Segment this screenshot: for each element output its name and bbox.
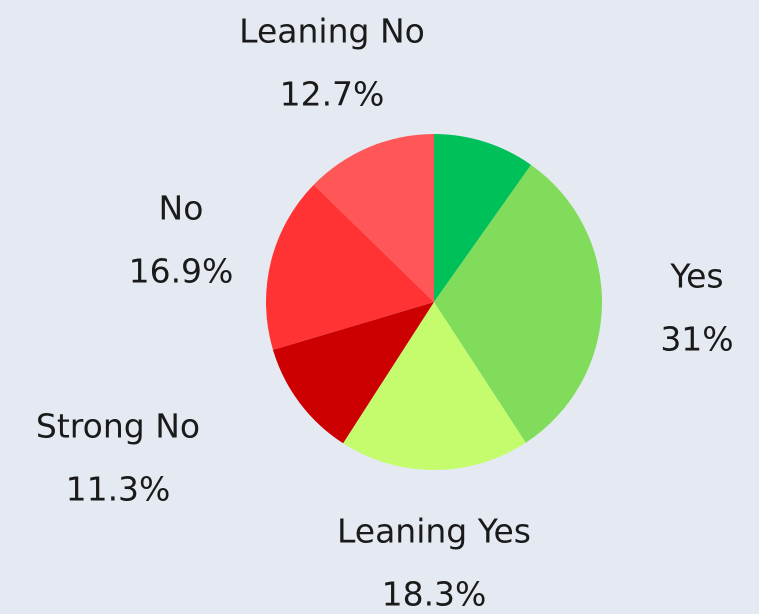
- pie-slice: [313, 134, 434, 302]
- slice-value-label: 16.9%: [129, 252, 234, 291]
- pie-slice: [434, 134, 532, 302]
- pie-slice: [434, 164, 602, 443]
- slice-label: Yes: [669, 257, 723, 296]
- slice-value-label: 12.7%: [280, 75, 385, 114]
- pie-slice: [272, 302, 434, 444]
- slice-value-label: 18.3%: [382, 575, 487, 614]
- slice-label: Leaning Yes: [337, 512, 531, 551]
- slice-value-label: 11.3%: [66, 470, 171, 509]
- pie-slice: [266, 184, 434, 350]
- slice-label: No: [159, 189, 204, 228]
- slice-label: Leaning No: [239, 12, 425, 51]
- slice-value-label: 31%: [660, 320, 733, 359]
- pie-slice: [343, 302, 526, 470]
- slice-label: Strong No: [36, 407, 200, 446]
